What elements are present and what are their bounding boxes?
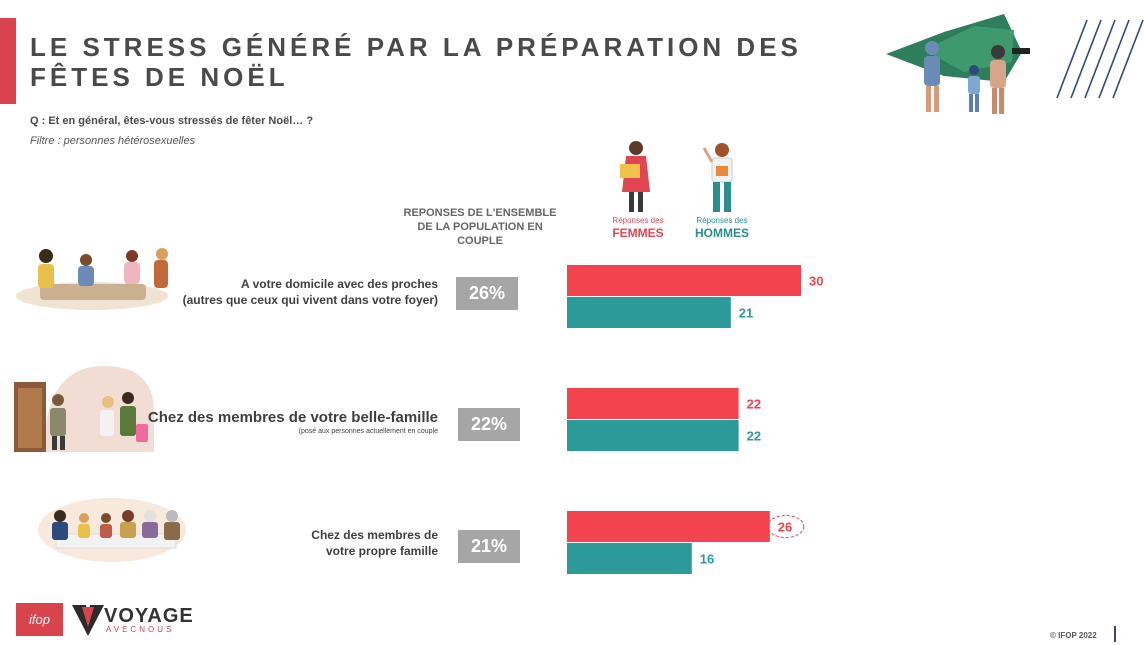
- survey-question: Q : Et en général, êtes-vous stressés de…: [30, 115, 314, 127]
- row-label-in-laws-note: (posé aux personnes actuellement en coup…: [298, 428, 438, 435]
- page-title: LE STRESS GÉNÉRÉ PAR LA PRÉPARATION DES …: [30, 32, 802, 92]
- women-column-header: Réponses des FEMMES: [598, 216, 678, 240]
- row-label-own-family: Chez des membres de votre propre famille: [311, 527, 438, 559]
- row-label-home: A votre domicile avec des proches (autre…: [183, 276, 438, 308]
- copyright-divider: [1114, 626, 1116, 642]
- women-header-small: Réponses des: [612, 216, 664, 225]
- in-laws-visit-illustration: [14, 366, 154, 452]
- man-figure-icon: [702, 143, 733, 212]
- men-header-big: HOMMES: [695, 226, 749, 240]
- title-accent-bar: [0, 18, 16, 104]
- overall-column-header: REPONSES DE L'ENSEMBLE DE LA POPULATION …: [403, 207, 557, 247]
- bar-hommes-0: [567, 297, 731, 328]
- bar-label-femmes-1: 22: [747, 397, 761, 412]
- men-column-header: Réponses des HOMMES: [682, 216, 762, 240]
- bar-femmes-0: [567, 265, 801, 296]
- bar-label-femmes-2: 26: [778, 520, 792, 535]
- voyage-logo-subtext: AVECNOUS: [106, 625, 175, 634]
- bar-femmes-1: [567, 388, 739, 419]
- home-dinner-illustration: [16, 248, 168, 310]
- overall-pct-own-family: 21%: [458, 530, 520, 563]
- ifop-logo: ifop: [16, 603, 63, 636]
- row-label-home-line2: (autres que ceux qui vivent dans votre f…: [182, 293, 438, 307]
- bar-label-hommes-2: 16: [700, 552, 714, 567]
- family-table-illustration: [38, 498, 186, 562]
- copyright: © IFOP 2022: [1050, 631, 1097, 640]
- row-label-own-family-line2: votre propre famille: [325, 544, 438, 558]
- overall-pct-in-laws: 22%: [458, 408, 520, 441]
- tree-carrying-family-illustration: [886, 14, 1030, 114]
- women-header-big: FEMMES: [612, 226, 664, 240]
- highlight-circle: [767, 515, 805, 538]
- overall-pct-home: 26%: [456, 277, 518, 310]
- row-label-in-laws-line1: Chez des membres de votre belle-famille: [147, 409, 438, 426]
- voyage-logo-mark-icon: [72, 605, 104, 636]
- bar-femmes-2: [567, 511, 770, 542]
- men-header-small: Réponses des: [696, 216, 748, 225]
- decorative-stripes: [1056, 19, 1144, 99]
- row-label-home-line1: A votre domicile avec des proches: [241, 277, 438, 291]
- row-label-own-family-line1: Chez des membres de: [311, 528, 438, 542]
- row-label-in-laws: Chez des membres de votre belle-famille …: [148, 409, 438, 437]
- bar-hommes-2: [567, 543, 692, 574]
- woman-figure-icon: [620, 141, 650, 212]
- bar-label-hommes-1: 22: [747, 429, 761, 444]
- bar-label-femmes-0: 30: [809, 274, 823, 289]
- voyage-logo-text: VOYAGE: [104, 605, 194, 627]
- bar-label-hommes-0: 21: [739, 306, 753, 321]
- survey-filter: Filtre : personnes hétérosexuelles: [30, 135, 196, 147]
- bar-hommes-1: [567, 420, 739, 451]
